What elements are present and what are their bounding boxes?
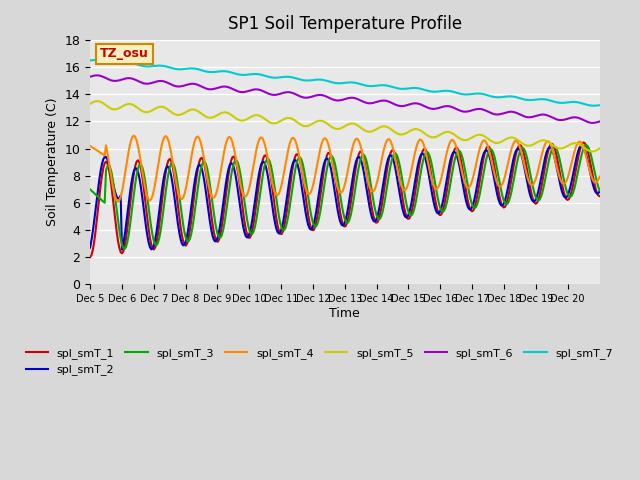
- Legend: spl_smT_1, spl_smT_2, spl_smT_3, spl_smT_4, spl_smT_5, spl_smT_6, spl_smT_7: spl_smT_1, spl_smT_2, spl_smT_3, spl_smT…: [21, 344, 618, 380]
- X-axis label: Time: Time: [330, 307, 360, 320]
- Title: SP1 Soil Temperature Profile: SP1 Soil Temperature Profile: [228, 15, 462, 33]
- Text: TZ_osu: TZ_osu: [100, 48, 149, 60]
- Y-axis label: Soil Temperature (C): Soil Temperature (C): [46, 98, 59, 227]
